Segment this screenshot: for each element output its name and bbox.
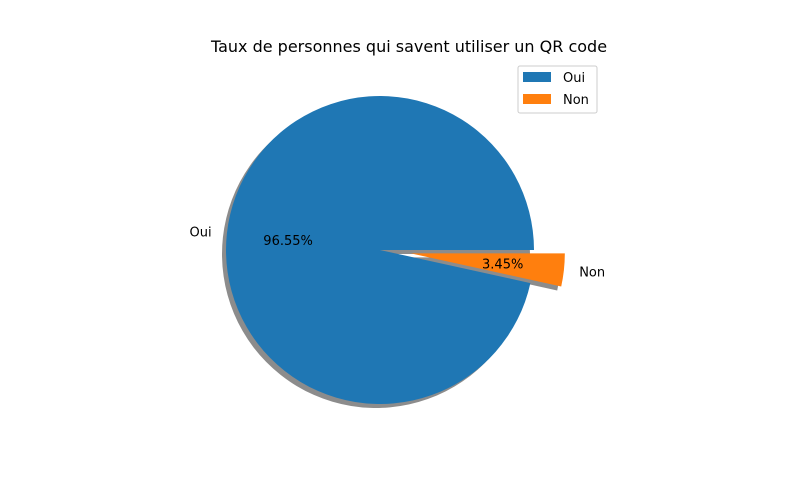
pie-label-layer: Oui 96.55% Non 3.45% bbox=[190, 226, 606, 281]
chart-title: Taux de personnes qui savent utiliser un… bbox=[210, 37, 607, 56]
legend-label-oui: Oui bbox=[563, 71, 585, 86]
pie-slice-non bbox=[410, 253, 565, 287]
legend-swatch-oui bbox=[523, 72, 551, 82]
pie-slice-layer bbox=[226, 96, 565, 405]
slice-label-oui: Oui bbox=[190, 226, 212, 241]
slice-percent-non: 3.45% bbox=[482, 257, 523, 272]
chart-legend: Oui Non bbox=[517, 65, 598, 114]
legend-label-non: Non bbox=[563, 93, 589, 108]
slice-label-non: Non bbox=[579, 266, 605, 281]
pie-slice-oui bbox=[226, 96, 535, 405]
slice-percent-oui: 96.55% bbox=[263, 234, 313, 249]
legend-swatch-non bbox=[523, 94, 551, 104]
